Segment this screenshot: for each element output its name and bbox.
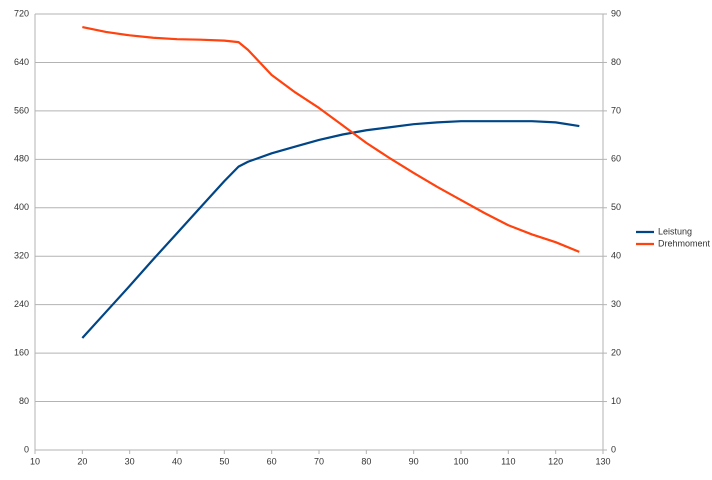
x-tick-label: 80 xyxy=(361,456,371,466)
y-tick-label: 480 xyxy=(14,154,29,164)
y-tick-label: 640 xyxy=(14,57,29,67)
y2-tick-label: 80 xyxy=(611,57,621,67)
y-tick-label: 240 xyxy=(14,299,29,309)
y2-tick-label: 70 xyxy=(611,105,621,115)
y-tick-label: 720 xyxy=(14,8,29,18)
x-tick-label: 90 xyxy=(409,456,419,466)
y-tick-label: 560 xyxy=(14,105,29,115)
y-tick-label: 0 xyxy=(24,444,29,454)
y2-tick-label: 20 xyxy=(611,347,621,357)
x-tick-label: 130 xyxy=(595,456,610,466)
y-tick-label: 320 xyxy=(14,251,29,261)
legend-label: Drehmoment xyxy=(658,238,711,248)
y2-tick-label: 60 xyxy=(611,154,621,164)
x-tick-label: 50 xyxy=(219,456,229,466)
y2-tick-label: 50 xyxy=(611,202,621,212)
x-tick-label: 40 xyxy=(172,456,182,466)
x-tick-label: 30 xyxy=(125,456,135,466)
line-series xyxy=(81,120,580,339)
y-tick-label: 400 xyxy=(14,202,29,212)
x-tick-label: 120 xyxy=(548,456,563,466)
x-tick-label: 20 xyxy=(77,456,87,466)
y2-tick-label: 40 xyxy=(611,251,621,261)
line-series xyxy=(82,26,580,253)
legend-label: Leistung xyxy=(658,226,692,236)
x-tick-label: 100 xyxy=(453,456,468,466)
y2-tick-label: 0 xyxy=(611,444,616,454)
y2-tick-label: 90 xyxy=(611,8,621,18)
y-tick-label: 80 xyxy=(19,396,29,406)
x-tick-label: 10 xyxy=(30,456,40,466)
x-tick-label: 70 xyxy=(314,456,324,466)
x-tick-label: 110 xyxy=(501,456,515,466)
y-tick-label: 160 xyxy=(14,347,29,357)
y2-tick-label: 10 xyxy=(611,396,621,406)
x-tick-label: 60 xyxy=(267,456,277,466)
y2-tick-label: 30 xyxy=(611,299,621,309)
